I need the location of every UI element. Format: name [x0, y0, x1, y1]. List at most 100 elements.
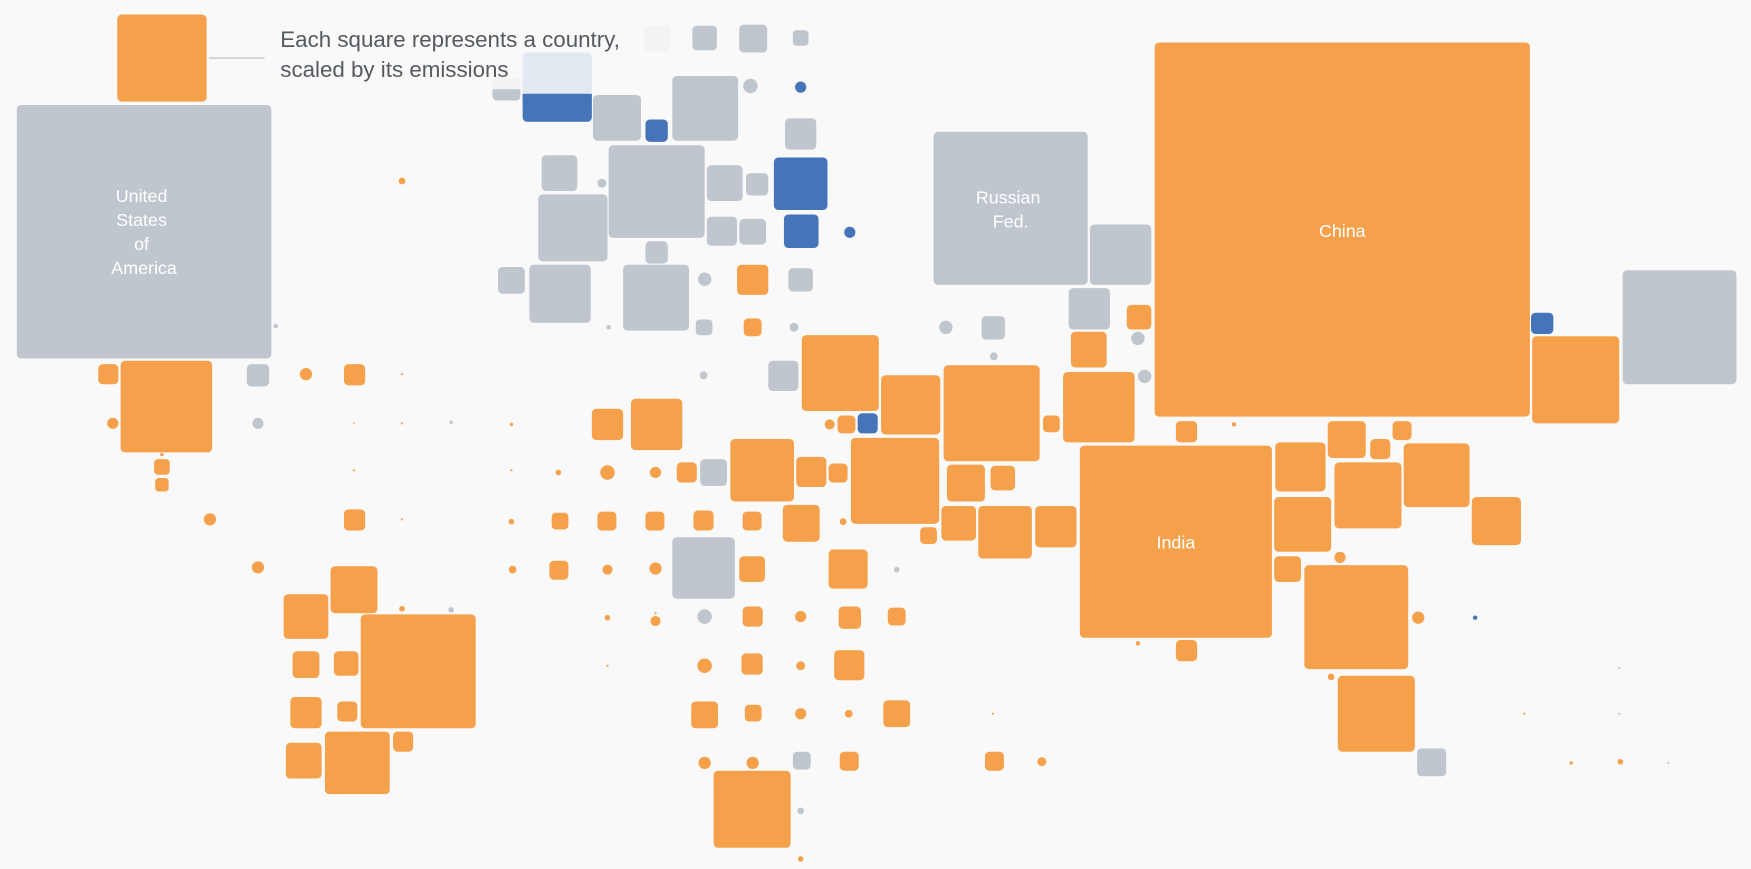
country-dot — [1412, 611, 1425, 624]
country-dot — [299, 368, 313, 381]
country-square — [645, 241, 668, 264]
country-square — [1370, 438, 1391, 460]
country-square — [837, 415, 856, 434]
country-dot — [795, 708, 807, 720]
country-square — [745, 173, 769, 196]
country-square — [1532, 336, 1620, 424]
country-square — [920, 527, 937, 544]
country-dot — [795, 81, 807, 93]
country-dot — [1667, 761, 1670, 765]
country-square — [541, 155, 578, 192]
country-square — [883, 700, 911, 728]
country-dot — [893, 566, 900, 573]
country-square — [990, 465, 1016, 491]
legend-caption-line-1: Each square represents a country, — [280, 27, 620, 52]
country-square — [850, 437, 940, 524]
country-dot — [844, 226, 856, 238]
country-dot — [203, 513, 217, 526]
country-square — [343, 364, 366, 386]
country-square — [551, 512, 569, 530]
country-square — [1274, 497, 1332, 552]
country-dot — [597, 178, 607, 188]
country-dot — [353, 422, 355, 425]
country-square — [1304, 565, 1409, 670]
country-square — [333, 651, 359, 676]
country-square — [591, 408, 624, 441]
country-square — [645, 119, 668, 142]
country-square — [828, 463, 848, 483]
country-dot — [1523, 712, 1526, 715]
country-square — [1079, 445, 1272, 638]
country-square — [941, 505, 977, 541]
country-square — [739, 218, 767, 245]
country-dot — [1617, 758, 1624, 765]
country-square — [522, 93, 592, 122]
country-square — [943, 365, 1040, 462]
country-dot — [251, 561, 265, 574]
country-square — [1126, 304, 1152, 330]
country-square — [283, 594, 329, 639]
country-square — [597, 511, 617, 531]
country-square — [246, 364, 270, 387]
country-dot — [160, 452, 164, 457]
country-square — [742, 606, 763, 627]
country-square — [343, 509, 366, 531]
country-dot — [844, 709, 853, 718]
country-square — [393, 731, 414, 752]
country-square — [292, 651, 320, 678]
country-square — [672, 75, 739, 141]
country-dot — [1135, 641, 1141, 646]
country-dot — [1569, 761, 1573, 765]
country-dot — [797, 856, 804, 862]
country-square — [1337, 675, 1415, 752]
country-dot — [839, 518, 847, 525]
country-dot — [824, 419, 835, 430]
country-square — [792, 30, 809, 46]
country-dot — [939, 320, 953, 334]
country-square — [592, 94, 641, 141]
country-square — [529, 264, 591, 323]
country-square — [630, 398, 683, 451]
country-label-usa: United States of America — [111, 186, 177, 278]
country-square — [120, 360, 213, 453]
country-square — [1274, 556, 1301, 582]
country-dot — [697, 609, 712, 624]
country-square — [700, 459, 727, 486]
country-dot — [1137, 369, 1152, 384]
country-squares — [16, 14, 1737, 862]
country-dot — [1037, 757, 1047, 767]
country-dot — [743, 78, 758, 94]
country-dot — [654, 612, 657, 615]
country-dot — [508, 565, 517, 574]
country-dot — [1472, 615, 1478, 620]
country-dot — [448, 607, 454, 613]
country-square — [337, 701, 358, 722]
country-dot — [400, 373, 404, 376]
country-square — [645, 511, 665, 531]
country-square — [1531, 312, 1554, 334]
country-square — [742, 511, 762, 531]
country-square-edge — [522, 93, 592, 101]
country-dot — [555, 469, 562, 476]
country-square — [706, 216, 738, 246]
country-dot — [449, 420, 453, 424]
country-square — [1392, 421, 1412, 441]
country-square — [1068, 288, 1111, 330]
country-dot — [606, 325, 611, 330]
country-square — [691, 701, 719, 729]
country-dot — [991, 712, 994, 715]
country-square — [737, 264, 769, 295]
country-dot — [398, 177, 406, 185]
country-dot — [252, 417, 264, 429]
country-square — [1043, 415, 1060, 433]
country-square — [981, 316, 1006, 340]
country-square — [741, 653, 763, 675]
country-square — [839, 751, 859, 771]
country-square — [730, 438, 794, 502]
country-dot — [604, 614, 611, 621]
country-square — [1175, 640, 1198, 662]
country-dot — [1231, 422, 1237, 427]
country-dot — [697, 272, 712, 286]
country-square — [1063, 371, 1135, 443]
country-square — [154, 459, 170, 475]
